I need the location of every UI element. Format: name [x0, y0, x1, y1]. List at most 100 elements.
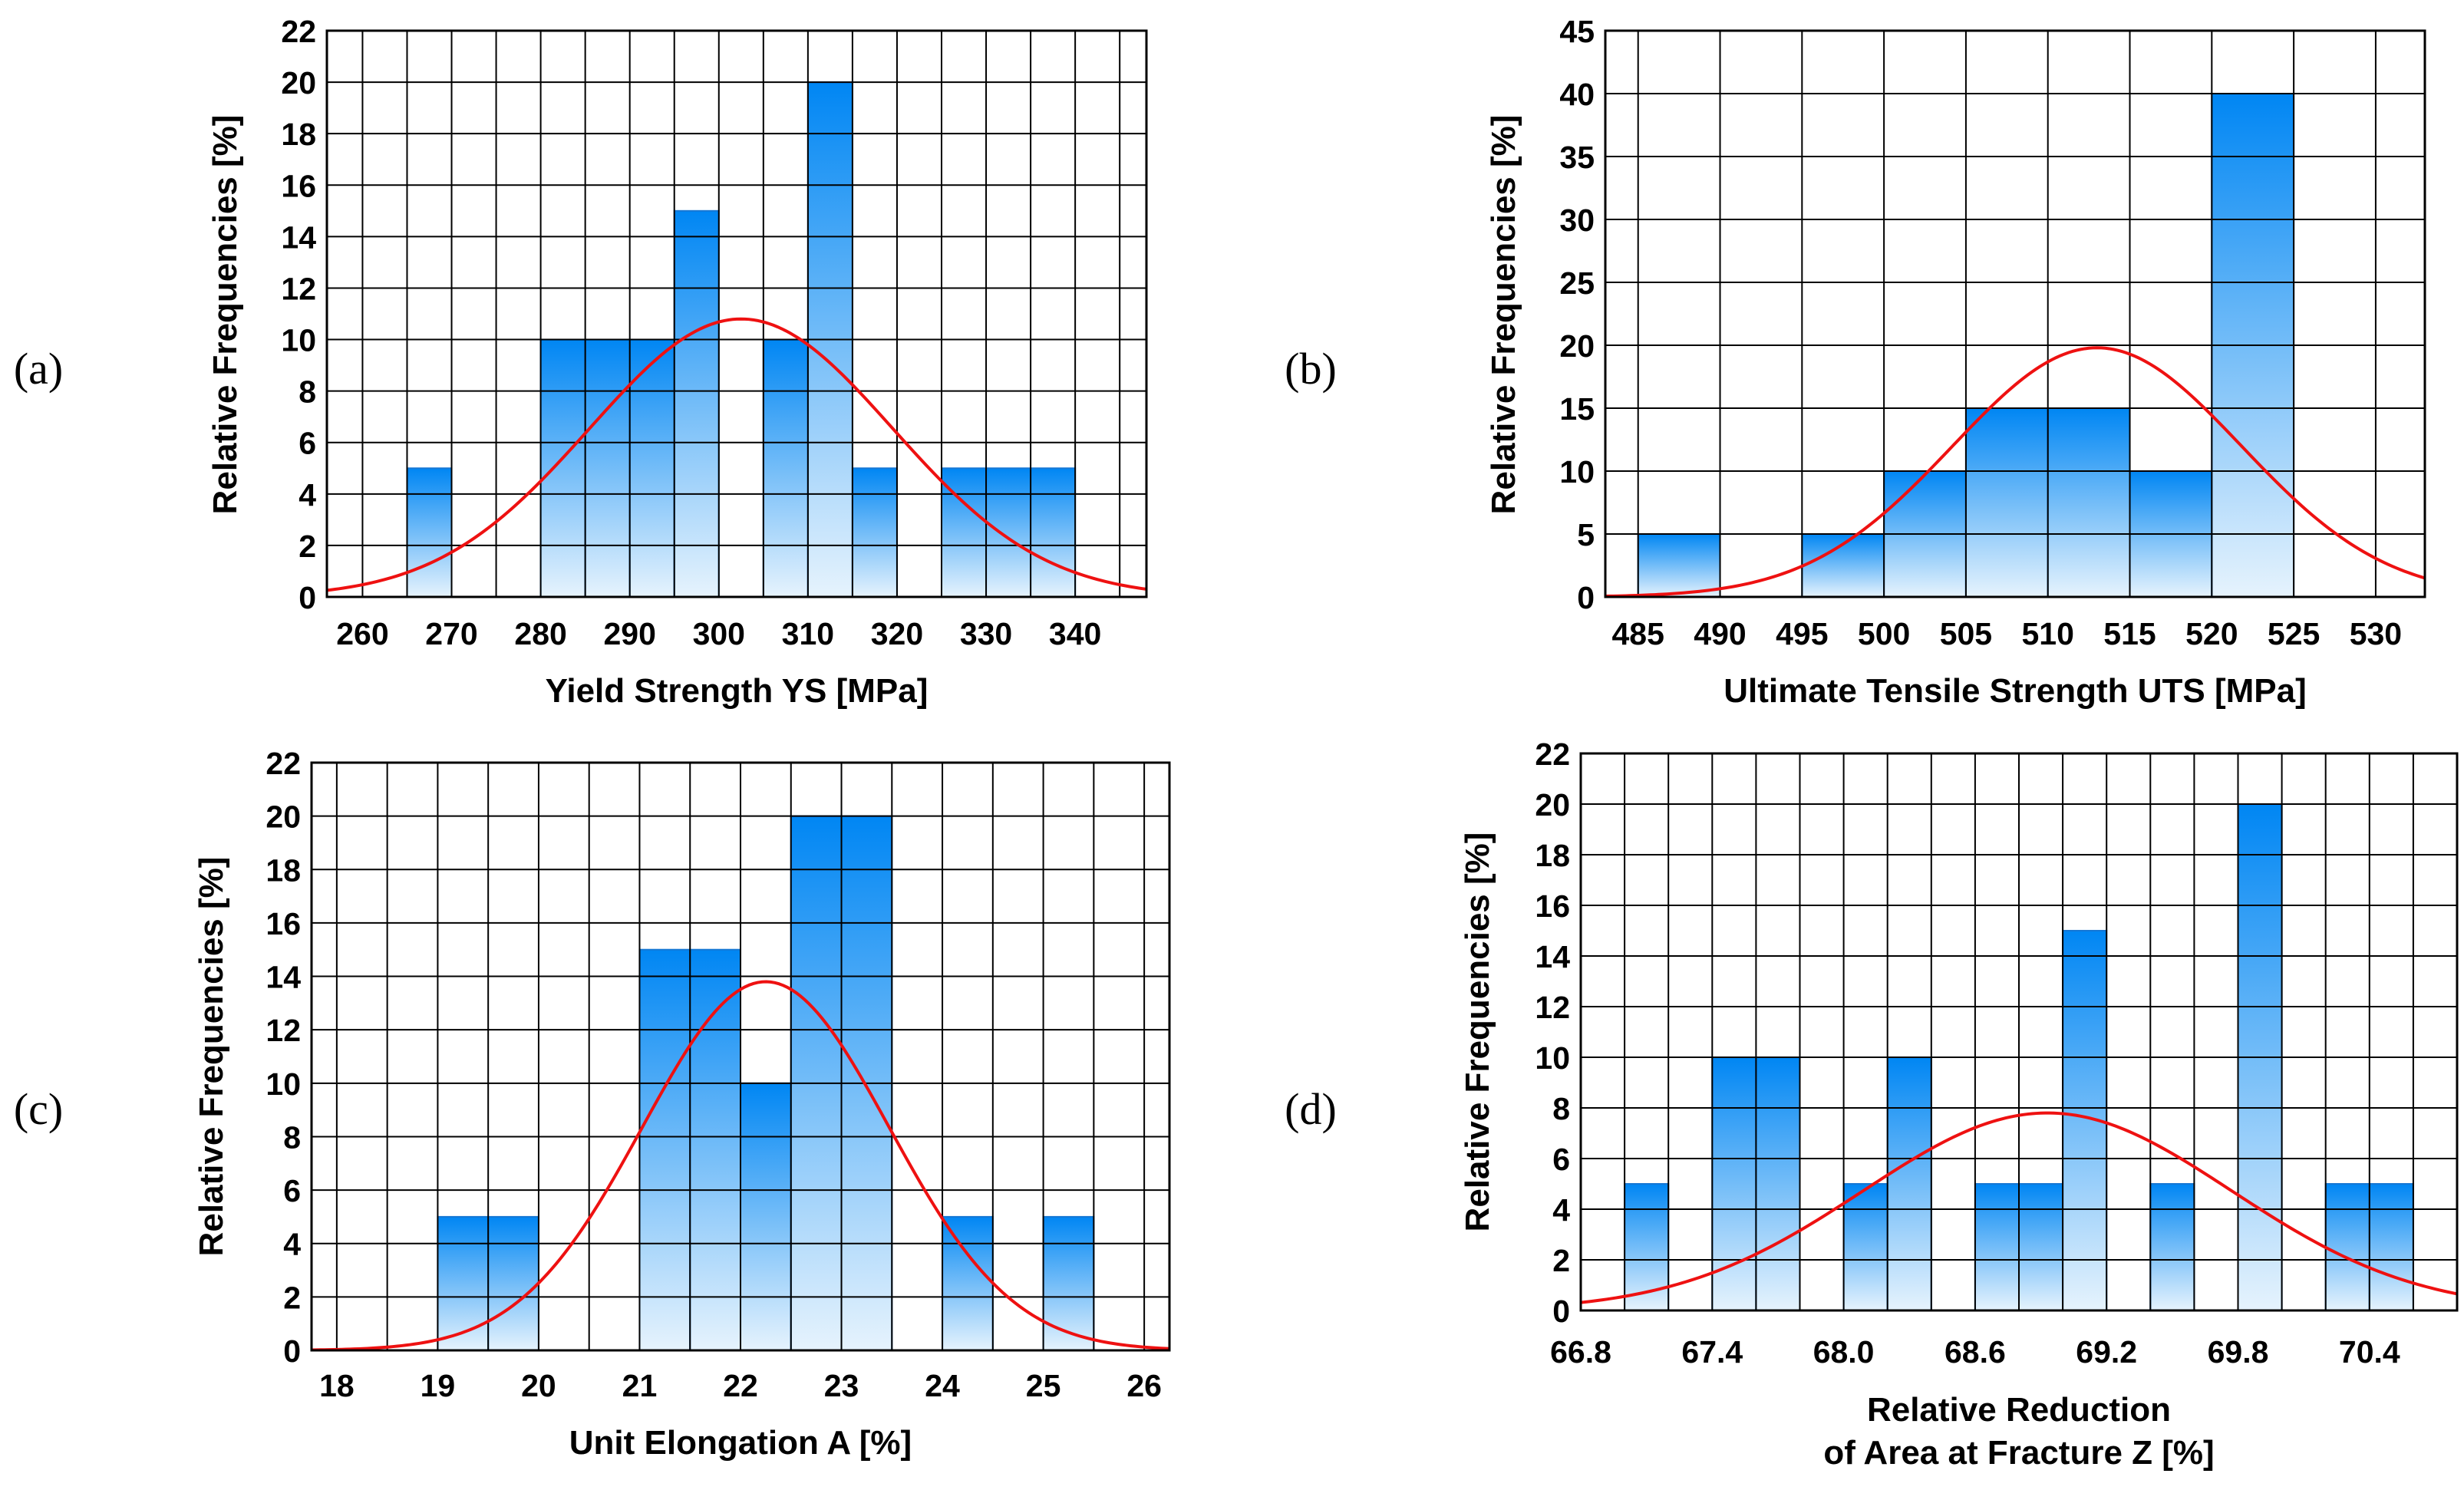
y-tick-label: 0	[299, 580, 316, 615]
y-tick-label: 14	[281, 219, 316, 255]
y-tick-label: 20	[281, 65, 316, 101]
histogram-bar	[2368, 1183, 2414, 1311]
histogram-bar	[2018, 1183, 2064, 1311]
histogram-bar	[2324, 1183, 2370, 1311]
y-tick-label: 14	[266, 960, 301, 995]
x-tick-label: 70.4	[2339, 1334, 2400, 1370]
normal-fit-curve	[1581, 1111, 2457, 1304]
y-tick-label: 12	[1535, 990, 1570, 1025]
plot-frame	[310, 761, 1171, 1352]
histogram-bar	[1637, 533, 1721, 598]
y-tick-label: 0	[1552, 1294, 1570, 1329]
x-tick-label: 510	[2022, 616, 2074, 651]
x-tick-label: 24	[925, 1368, 960, 1403]
x-axis-title: Yield Strength YS [MPa]	[546, 672, 929, 710]
y-tick-label: 0	[283, 1333, 301, 1369]
y-tick-label: 12	[281, 271, 316, 306]
y-tick-label: 20	[266, 799, 301, 835]
y-tick-label: 10	[266, 1066, 301, 1102]
histogram-bar	[942, 1215, 994, 1351]
y-tick-label: 20	[1559, 328, 1595, 364]
histogram-bar	[437, 1215, 490, 1351]
x-tick-label: 260	[336, 616, 388, 651]
y-tick-label: 18	[1535, 838, 1570, 873]
plot-frame	[1604, 29, 2426, 598]
y-tick-label: 15	[1559, 391, 1595, 427]
y-tick-label: 8	[299, 374, 316, 410]
x-tick-label: 300	[693, 616, 745, 651]
x-tick-label: 320	[871, 616, 923, 651]
y-tick-label: 40	[1559, 77, 1595, 112]
y-tick-label: 12	[266, 1013, 301, 1048]
histogram-bar	[740, 1082, 792, 1352]
x-tick-label: 67.4	[1681, 1334, 1743, 1370]
x-tick-label: 340	[1049, 616, 1101, 651]
y-tick-label: 6	[1552, 1142, 1570, 1177]
y-tick-label: 25	[1559, 265, 1595, 301]
histogram-bar	[1964, 407, 2049, 598]
x-tick-label: 25	[1026, 1368, 1061, 1403]
y-tick-label: 4	[299, 477, 316, 513]
y-tick-label: 2	[1552, 1243, 1570, 1278]
y-tick-label: 22	[266, 746, 301, 781]
x-axis-title: Unit Elongation A [%]	[569, 1424, 912, 1462]
x-axis-title: Relative Reduction	[1867, 1391, 2171, 1429]
x-tick-label: 280	[514, 616, 566, 651]
y-tick-label: 2	[299, 529, 316, 564]
normal-fit-curve	[327, 317, 1146, 592]
x-tick-label: 20	[521, 1368, 556, 1403]
histogram-bar	[1755, 1057, 1801, 1311]
x-tick-label: 69.2	[2076, 1334, 2137, 1370]
y-tick-label: 6	[299, 426, 316, 461]
x-tick-label: 26	[1126, 1368, 1162, 1403]
y-tick-label: 5	[1577, 517, 1595, 552]
x-tick-label: 68.6	[1944, 1334, 2006, 1370]
y-tick-label: 16	[266, 906, 301, 941]
y-tick-label: 16	[281, 168, 316, 203]
y-tick-label: 2	[283, 1280, 301, 1315]
histogram-bar	[985, 467, 1032, 598]
x-tick-label: 22	[723, 1368, 758, 1403]
y-tick-label: 30	[1559, 203, 1595, 238]
normal-fit-curve	[1605, 346, 2425, 597]
y-tick-label: 10	[281, 323, 316, 358]
y-tick-label: 8	[283, 1119, 301, 1155]
y-tick-label: 8	[1552, 1091, 1570, 1126]
normal-fit-curve	[312, 980, 1169, 1350]
x-tick-label: 270	[425, 616, 477, 651]
x-tick-label: 66.8	[1550, 1334, 1611, 1370]
y-tick-label: 0	[1577, 580, 1595, 615]
histogram-bar	[1974, 1183, 2020, 1311]
x-tick-label: 21	[622, 1368, 658, 1403]
y-tick-label: 14	[1535, 939, 1570, 974]
chart-panel: 0 2 4 6 8 10 12 14 16 18 20 22 66.8 67.4 68.0 68.6 69.2 6…	[1285, 737, 2459, 1472]
panel-label: (a)	[14, 344, 63, 394]
y-tick-label: 10	[1535, 1040, 1570, 1076]
histogram-bar	[762, 338, 809, 598]
histogram-bar	[487, 1215, 539, 1351]
histogram-bar	[1886, 1057, 1932, 1311]
y-tick-label: 16	[1535, 888, 1570, 924]
histogram-bar	[539, 338, 586, 598]
x-tick-label: 500	[1858, 616, 1910, 651]
x-tick-label: 515	[2103, 616, 2156, 651]
x-tick-label: 530	[2350, 616, 2402, 651]
histogram-bar	[851, 467, 898, 598]
x-tick-label: 310	[782, 616, 834, 651]
y-tick-label: 20	[1535, 787, 1570, 822]
y-tick-label: 4	[283, 1227, 301, 1262]
x-axis-title: of Area at Fracture Z [%]	[1823, 1434, 2214, 1472]
histogram-bar	[1030, 467, 1077, 598]
y-tick-label: 18	[266, 852, 301, 888]
histogram-bar	[2047, 407, 2131, 598]
x-tick-label: 525	[2268, 616, 2320, 651]
x-tick-label: 520	[2185, 616, 2238, 651]
x-tick-label: 495	[1776, 616, 1828, 651]
x-tick-label: 18	[319, 1368, 355, 1403]
y-tick-label: 18	[281, 117, 316, 152]
histogram-bar	[2149, 1183, 2195, 1311]
y-tick-label: 4	[1552, 1192, 1570, 1228]
y-axis-title: Relative Frequencies [%]	[206, 115, 244, 515]
histogram-bar	[1711, 1057, 1757, 1311]
